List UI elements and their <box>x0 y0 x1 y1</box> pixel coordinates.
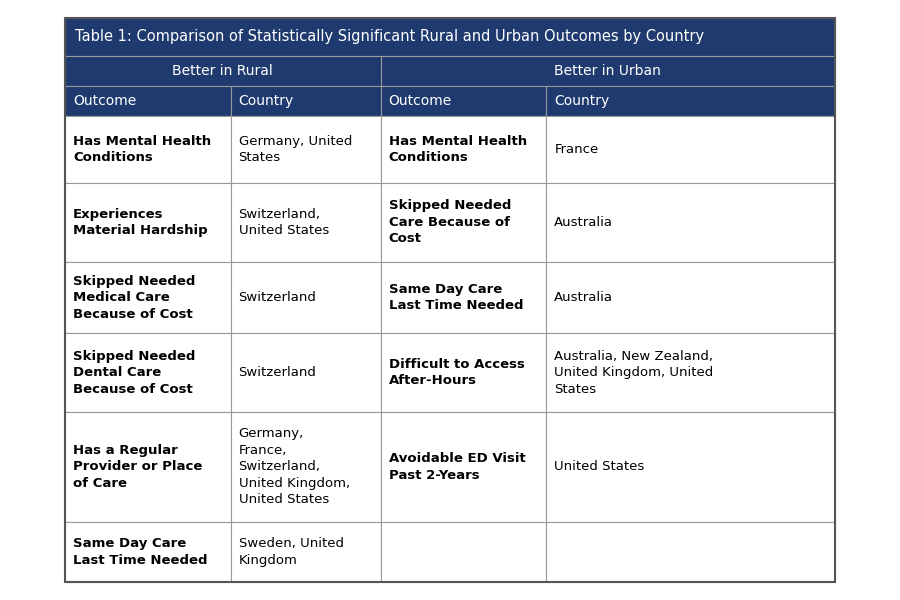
Bar <box>230 522 381 582</box>
Text: Has Mental Health
Conditions: Has Mental Health Conditions <box>389 135 526 164</box>
Bar <box>230 412 381 522</box>
Bar <box>65 86 230 116</box>
Text: Same Day Care
Last Time Needed: Same Day Care Last Time Needed <box>73 537 208 566</box>
Bar <box>546 86 835 116</box>
Bar <box>65 262 230 334</box>
Text: Switzerland: Switzerland <box>238 366 317 379</box>
Text: Skipped Needed
Dental Care
Because of Cost: Skipped Needed Dental Care Because of Co… <box>73 350 195 396</box>
Bar <box>230 262 381 334</box>
Bar <box>65 334 230 412</box>
Text: Country: Country <box>554 94 609 108</box>
Text: Skipped Needed
Care Because of
Cost: Skipped Needed Care Because of Cost <box>389 199 511 245</box>
Bar <box>65 18 835 56</box>
Text: Same Day Care
Last Time Needed: Same Day Care Last Time Needed <box>389 283 523 312</box>
Bar <box>381 262 546 334</box>
Text: Outcome: Outcome <box>389 94 452 108</box>
Bar <box>381 522 546 582</box>
Text: Australia, New Zealand,
United Kingdom, United
States: Australia, New Zealand, United Kingdom, … <box>554 350 714 396</box>
Text: Germany,
France,
Switzerland,
United Kingdom,
United States: Germany, France, Switzerland, United Kin… <box>238 427 350 506</box>
Bar <box>546 116 835 183</box>
Bar <box>230 116 381 183</box>
Text: Switzerland: Switzerland <box>238 291 317 304</box>
Bar <box>546 262 835 334</box>
Bar <box>546 183 835 262</box>
Bar <box>546 522 835 582</box>
Text: Better in Rural: Better in Rural <box>173 64 274 78</box>
Bar <box>381 86 546 116</box>
Bar <box>546 334 835 412</box>
Text: Difficult to Access
After-Hours: Difficult to Access After-Hours <box>389 358 525 388</box>
Text: Table 1: Comparison of Statistically Significant Rural and Urban Outcomes by Cou: Table 1: Comparison of Statistically Sig… <box>75 29 704 44</box>
Text: Switzerland,
United States: Switzerland, United States <box>238 208 328 237</box>
Bar <box>65 18 835 582</box>
Text: Country: Country <box>238 94 293 108</box>
Bar <box>381 56 835 86</box>
Bar <box>381 183 546 262</box>
Text: Australia: Australia <box>554 291 613 304</box>
Text: Skipped Needed
Medical Care
Because of Cost: Skipped Needed Medical Care Because of C… <box>73 275 195 320</box>
Text: Australia: Australia <box>554 216 613 229</box>
Text: Sweden, United
Kingdom: Sweden, United Kingdom <box>238 537 344 566</box>
Bar <box>65 56 381 86</box>
Bar <box>230 334 381 412</box>
Bar <box>65 522 230 582</box>
Text: Germany, United
States: Germany, United States <box>238 135 352 164</box>
Text: Has Mental Health
Conditions: Has Mental Health Conditions <box>73 135 211 164</box>
Text: France: France <box>554 143 598 156</box>
Bar <box>230 86 381 116</box>
Bar <box>65 116 230 183</box>
Text: Has a Regular
Provider or Place
of Care: Has a Regular Provider or Place of Care <box>73 444 203 490</box>
Text: Avoidable ED Visit
Past 2-Years: Avoidable ED Visit Past 2-Years <box>389 452 526 482</box>
Bar <box>546 412 835 522</box>
Bar <box>381 334 546 412</box>
Text: Better in Urban: Better in Urban <box>554 64 662 78</box>
Text: Experiences
Material Hardship: Experiences Material Hardship <box>73 208 208 237</box>
Bar <box>381 116 546 183</box>
Bar <box>65 412 230 522</box>
Bar <box>230 183 381 262</box>
Bar <box>65 183 230 262</box>
Text: Outcome: Outcome <box>73 94 136 108</box>
Text: United States: United States <box>554 460 644 473</box>
Bar <box>381 412 546 522</box>
